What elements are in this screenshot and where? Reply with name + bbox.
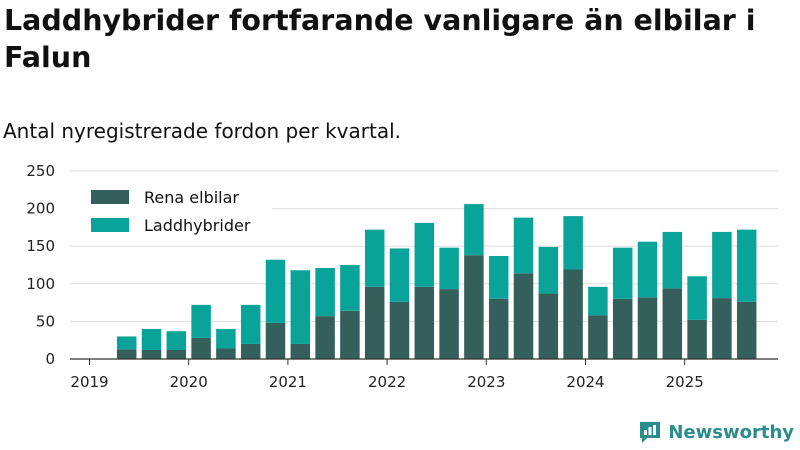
bar-laddhybrider <box>464 204 484 256</box>
bar-rena-elbilar <box>637 297 658 359</box>
y-tick-label: 150 <box>26 237 55 255</box>
y-tick-label: 0 <box>45 350 55 368</box>
bar-laddhybrider <box>687 276 707 320</box>
x-tick-label: 2024 <box>566 373 604 391</box>
bar-rena-elbilar <box>736 301 757 359</box>
bar-laddhybrider <box>563 216 583 270</box>
bar-laddhybrider <box>538 246 559 294</box>
bar-laddhybrider <box>216 328 236 349</box>
bar-laddhybrider <box>364 229 385 287</box>
bar-rena-elbilar <box>563 269 583 359</box>
bar-rena-elbilar <box>141 349 162 359</box>
x-tick-label: 2019 <box>70 373 108 391</box>
bar-laddhybrider <box>637 241 658 298</box>
bar-laddhybrider <box>265 259 286 323</box>
y-tick-label: 100 <box>26 275 55 293</box>
bar-laddhybrider <box>290 270 311 344</box>
stacked-bar-chart: 0 50 100 150 200 250 2019 2020 2021 2022 2023 2024 2… <box>26 162 778 391</box>
bar-rena-elbilar <box>612 298 633 359</box>
bar-rena-elbilar <box>364 286 385 359</box>
bar-laddhybrider <box>414 222 435 287</box>
bar-rena-elbilar <box>389 301 410 359</box>
bar-rena-elbilar <box>290 343 311 359</box>
bar-laddhybrider <box>662 231 683 289</box>
bar-laddhybrider <box>439 247 459 290</box>
bar-laddhybrider <box>513 217 534 274</box>
bar-laddhybrider <box>389 248 410 302</box>
bar-laddhybrider <box>191 304 211 338</box>
bar-rena-elbilar <box>662 288 683 359</box>
bar-laddhybrider <box>612 247 633 299</box>
x-tick-label: 2025 <box>666 373 704 391</box>
bar-laddhybrider <box>166 331 187 350</box>
x-tick-label: 2022 <box>368 373 406 391</box>
x-tick-label: 2021 <box>269 373 307 391</box>
legend-label-laddhybrider: Laddhybrider <box>144 216 251 235</box>
bar-laddhybrider <box>712 231 732 299</box>
brand-name: Newsworthy <box>668 421 794 443</box>
bar-laddhybrider <box>141 328 162 350</box>
legend-swatch-rena-elbilar <box>91 190 129 204</box>
bar-laddhybrider <box>588 286 608 316</box>
bar-rena-elbilar <box>265 322 286 359</box>
bar-rena-elbilar <box>439 289 459 359</box>
legend-swatch-laddhybrider <box>91 218 129 232</box>
bar-rena-elbilar <box>538 293 559 359</box>
bar-rena-elbilar <box>464 255 484 359</box>
bar-laddhybrider <box>240 304 261 344</box>
bar-rena-elbilar <box>488 298 509 359</box>
bar-laddhybrider <box>488 255 509 299</box>
newsworthy-logo: Newsworthy <box>638 420 794 444</box>
bar-rena-elbilar <box>315 316 335 359</box>
bar-rena-elbilar <box>687 319 707 359</box>
bar-rena-elbilar <box>712 298 732 359</box>
x-tick-label: 2023 <box>467 373 505 391</box>
bar-rena-elbilar <box>588 315 608 359</box>
bar-laddhybrider <box>736 229 757 302</box>
bar-rena-elbilar <box>513 273 534 359</box>
bar-rena-elbilar <box>340 310 360 359</box>
newsworthy-chat-chart-icon <box>640 422 661 443</box>
bar-laddhybrider <box>116 336 137 350</box>
chart-title: Laddhybrider fortfarande vanligare än el… <box>4 4 756 74</box>
chart-subtitle: Antal nyregistrerade fordon per kvartal. <box>3 119 402 143</box>
bar-rena-elbilar <box>216 348 236 359</box>
bar-laddhybrider <box>340 265 360 311</box>
bar-rena-elbilar <box>414 286 435 359</box>
bar-rena-elbilar <box>116 349 137 359</box>
y-tick-label: 250 <box>26 162 55 180</box>
y-tick-label: 200 <box>26 200 55 218</box>
bar-rena-elbilar <box>240 343 261 359</box>
x-tick-label: 2020 <box>170 373 208 391</box>
bar-rena-elbilar <box>166 349 187 359</box>
bar-rena-elbilar <box>191 337 211 359</box>
bar-laddhybrider <box>315 268 335 317</box>
y-tick-label: 50 <box>36 312 55 330</box>
legend-label-rena-elbilar: Rena elbilar <box>144 188 239 207</box>
